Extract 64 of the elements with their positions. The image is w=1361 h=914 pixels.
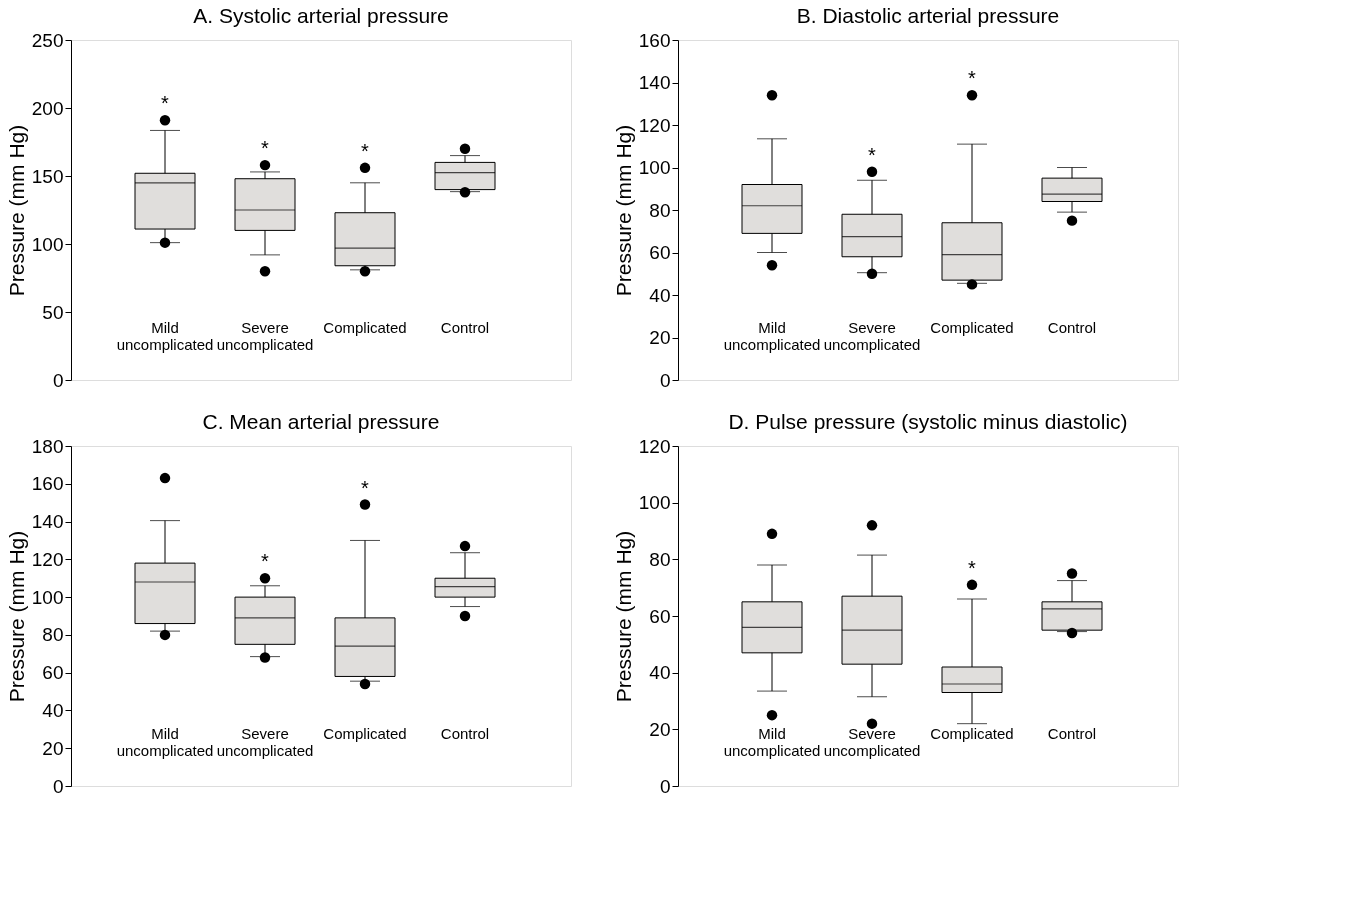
y-tick-label: 100 [31,233,64,255]
annotation: * [361,139,370,162]
x-tick-label: Severe uncomplicated [216,318,314,353]
y-axis-title: Pressure (mm Hg) [611,530,635,703]
x-tick-label: Control [1047,318,1097,336]
y-tick-label: 50 [42,301,64,323]
y-tick-label: 120 [638,435,671,457]
y-tick-label: 80 [42,624,64,646]
y-tick-label: 100 [638,157,671,178]
y-tick-label: 60 [42,662,64,684]
y-tick-label: 40 [649,662,671,684]
x-tick-label: Mild uncomplicated [723,318,821,353]
annotation: * [161,92,170,115]
x-tick-label: Complicated [323,318,407,336]
y-tick-label: 120 [638,114,671,136]
chart-title: B. Diastolic arterial pressure [796,4,1060,27]
y-axis-title: Pressure (mm Hg) [4,124,28,297]
y-tick-label: 60 [649,242,671,263]
y-tick-label: 160 [638,29,671,51]
annotation: * [361,476,370,499]
y-tick-label: 0 [52,369,64,391]
y-tick-label: 100 [31,586,64,608]
y-tick-label: 200 [31,97,64,119]
chart-title: A. Systolic arterial pressure [193,4,449,27]
y-tick-label: 0 [659,369,671,391]
chart-title: C. Mean arterial pressure [202,410,440,433]
y-tick-label: 250 [31,29,64,51]
y-tick-label: 20 [649,327,671,348]
x-tick-label: Control [440,318,490,336]
x-tick-label: Control [440,724,490,742]
y-tick-label: 0 [52,775,64,797]
chart-title: D. Pulse pressure (systolic minus diastolic) [728,410,1128,433]
annotation: * [261,550,270,573]
y-tick-label: 120 [31,548,64,570]
x-tick-label: Mild uncomplicated [116,724,214,759]
y-tick-label: 20 [42,737,64,759]
y-tick-label: 40 [649,284,671,306]
y-tick-label: 100 [638,492,671,514]
x-tick-label: Complicated [930,724,1014,742]
y-tick-label: 60 [649,605,671,627]
x-tick-label: Severe uncomplicated [823,318,921,353]
x-tick-label: Mild uncomplicated [723,724,821,759]
x-tick-label: Complicated [323,724,407,742]
x-tick-label: Mild uncomplicated [116,318,214,353]
y-tick-label: 150 [31,165,64,187]
y-axis-title: Pressure (mm Hg) [4,530,28,703]
y-axis-title: Pressure (mm Hg) [611,124,635,297]
annotation: * [968,556,977,579]
y-tick-label: 140 [638,72,671,93]
y-tick-label: 160 [31,473,64,495]
x-tick-label: Control [1047,724,1097,742]
y-tick-label: 40 [42,699,64,721]
annotation: * [868,143,877,166]
y-tick-label: 180 [31,435,64,457]
y-tick-label: 80 [649,548,671,570]
y-tick-label: 140 [31,511,64,533]
x-tick-label: Severe uncomplicated [823,724,921,759]
y-tick-label: 20 [649,718,671,740]
x-tick-label: Severe uncomplicated [216,724,314,759]
annotation: * [968,67,977,90]
annotation: * [261,137,270,160]
x-tick-label: Complicated [930,318,1014,336]
y-tick-label: 0 [659,775,671,797]
y-tick-label: 80 [649,199,671,221]
